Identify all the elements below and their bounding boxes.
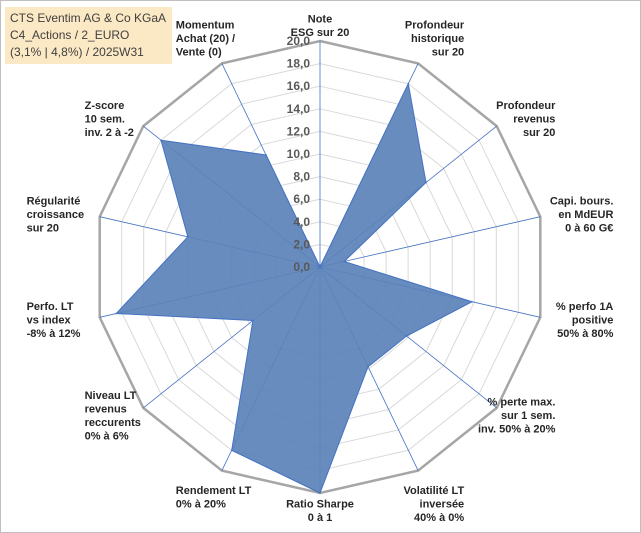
axis-label: Perfo. LT vs index -8% à 12% xyxy=(27,301,81,340)
series-point xyxy=(252,319,254,322)
axis-label: Profondeur historique sur 20 xyxy=(405,20,465,59)
series-point xyxy=(319,492,321,494)
axis-label: Volatilité LT inversée 40% à 0% xyxy=(403,485,464,524)
chart-title-line-2: C4_Actions / 2_EURO xyxy=(10,28,130,42)
series-point xyxy=(405,335,408,337)
series-point xyxy=(160,139,162,141)
series-point xyxy=(425,181,427,184)
series-point xyxy=(407,82,410,85)
axis-label: Momentum Achat (20) / Vente (0) xyxy=(176,20,235,59)
axis-label: Profondeur revenus sur 20 xyxy=(496,100,556,139)
tick-label: 14,0 xyxy=(287,102,311,116)
series-point xyxy=(187,236,189,238)
tick-label: 4,0 xyxy=(293,215,310,229)
radar-series xyxy=(115,82,474,494)
tick-label: 10,0 xyxy=(287,147,311,161)
tick-label: 18,0 xyxy=(287,57,311,71)
tick-label: 16,0 xyxy=(287,79,311,93)
series-point xyxy=(471,300,473,303)
tick-label: 12,0 xyxy=(287,124,311,138)
series-point xyxy=(367,366,369,368)
tick-label: 0,0 xyxy=(293,260,310,274)
series-point xyxy=(230,449,233,452)
series-point xyxy=(115,312,117,315)
axis-label: % perfo 1A positive 50% à 80% xyxy=(556,301,614,340)
axis-label: Note ESG sur 20 xyxy=(291,14,350,40)
tick-label: 2,0 xyxy=(293,237,310,251)
axis-label: Ratio Sharpe 0 à 1 xyxy=(286,499,354,525)
axis-label: % perte max. sur 1 sem. inv. 50% à 20% xyxy=(478,397,556,436)
axis-label: Capi. bours. en MdEUR 0 à 60 G€ xyxy=(550,195,614,234)
series-area xyxy=(115,82,474,494)
radar-axis-labels: Note ESG sur 20 Profondeur historique sur 20… xyxy=(27,14,614,525)
axis-spoke xyxy=(319,216,541,268)
chart-title-box: CTS Eventim AG & Co KGaA C4_Actions / 2_… xyxy=(5,7,173,64)
tick-label: 20,0 xyxy=(287,34,311,48)
radar-tick-labels: 0,0 2,0 4,0 6,0 8,0 10,0 12,0 14,0 16,0 18,0 20,0 xyxy=(287,34,311,274)
axis-label: Z-score 10 sem. inv. 2 à -2 xyxy=(85,100,134,139)
chart-title-line-3: (3,1% | 4,8%) / 2025W31 xyxy=(10,45,144,59)
series-point xyxy=(319,266,321,268)
series-point xyxy=(265,154,267,156)
series-point xyxy=(343,260,346,263)
axis-label: Rendement LT 0% à 20% xyxy=(176,485,252,511)
axis-label: Niveau LT revenus reccurents 0% à 6% xyxy=(85,390,141,443)
chart-title-line-1: CTS Eventim AG & Co KGaA xyxy=(10,11,167,25)
axis-label: Régularité croissance sur 20 xyxy=(27,195,84,234)
tick-label: 6,0 xyxy=(293,192,310,206)
tick-label: 8,0 xyxy=(293,170,310,184)
